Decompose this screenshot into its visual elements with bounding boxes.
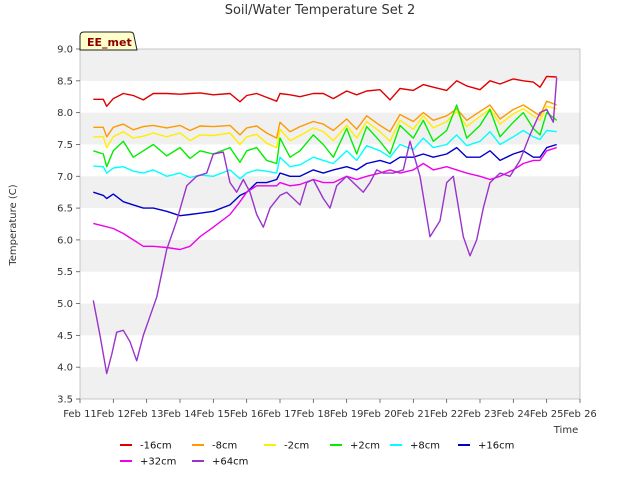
x-tick-label: Feb 11 — [63, 409, 97, 420]
y-tick-label: 3.5 — [57, 395, 73, 406]
x-axis-label: Time — [553, 425, 578, 436]
legend-item: -2cm — [264, 441, 309, 452]
y-tick-label: 6.0 — [57, 235, 73, 246]
legend-item: +2cm — [330, 441, 380, 452]
grid-band — [80, 49, 580, 81]
series-line-2cm — [93, 105, 557, 149]
chart-title: Soil/Water Temperature Set 2 — [225, 3, 416, 18]
legend-label: +16cm — [478, 441, 514, 452]
y-tick-label: 4.5 — [57, 331, 73, 342]
y-tick-label: 7.0 — [57, 172, 73, 183]
series-lines — [92, 75, 558, 375]
series-line-16cm — [93, 143, 557, 217]
grid-band — [80, 367, 580, 399]
y-tick-label: 9.0 — [57, 45, 73, 56]
legend: -16cm -8cm -2cm +2cm +8cm +16cm +32cm +64cm — [120, 441, 514, 468]
x-tick-label: Feb 26 — [563, 409, 597, 420]
x-tick-label: Feb 14 — [163, 409, 197, 420]
legend-label: -2cm — [284, 441, 309, 452]
y-tick-label: 7.5 — [57, 140, 73, 151]
legend-label: +64cm — [212, 457, 248, 468]
series-line-16cm — [93, 75, 557, 108]
y-tick-label: 8.5 — [57, 76, 73, 87]
legend-label: -8cm — [212, 441, 237, 452]
y-tick-label: 6.5 — [57, 204, 73, 215]
y-axis-ticks: 3.5 4.0 4.5 5.0 5.5 6.0 6.5 7.0 7.5 8.0 8.5 9.0 — [57, 45, 80, 406]
plot-frame — [79, 48, 581, 400]
x-tick-label: Feb 23 — [463, 409, 497, 420]
legend-item: +32cm — [120, 457, 176, 468]
legend-item: +16cm — [458, 441, 514, 452]
grid-band — [80, 176, 580, 209]
x-tick-label: Feb 12 — [97, 409, 131, 420]
x-axis-ticks: Feb 11 Feb 12 Feb 13 Feb 14 Feb 15 Feb 16 Feb … — [63, 399, 597, 420]
legend-item: +64cm — [192, 457, 248, 468]
y-tick-label: 8.0 — [57, 108, 73, 119]
y-tick-label: 4.0 — [57, 363, 73, 374]
x-tick-label: Feb 21 — [397, 409, 431, 420]
legend-item: -8cm — [192, 441, 237, 452]
x-tick-label: Feb 13 — [130, 409, 164, 420]
legend-item: -16cm — [120, 441, 172, 452]
legend-item: +8cm — [390, 441, 440, 452]
x-tick-label: Feb 18 — [297, 409, 331, 420]
station-badge: EE_met — [79, 31, 138, 51]
y-axis-label: Temperature (C) — [8, 184, 19, 266]
grid-bands — [80, 49, 580, 399]
legend-label: -16cm — [140, 441, 172, 452]
series-line-8cm — [93, 129, 557, 180]
legend-label: +32cm — [140, 457, 176, 468]
x-tick-label: Feb 16 — [230, 409, 264, 420]
badge-label: EE_met — [87, 36, 132, 49]
x-tick-label: Feb 19 — [330, 409, 364, 420]
series-line-2cm — [93, 104, 558, 168]
x-tick-label: Feb 17 — [263, 409, 297, 420]
series-line-32cm — [93, 146, 557, 251]
y-tick-label: 5.5 — [57, 267, 73, 278]
x-tick-label: Feb 22 — [430, 409, 464, 420]
grid-band — [80, 239, 580, 272]
x-tick-label: Feb 24 — [497, 409, 531, 420]
x-tick-label: Feb 20 — [363, 409, 397, 420]
x-tick-label: Feb 15 — [197, 409, 231, 420]
grid-band — [80, 303, 580, 336]
badge-shape — [79, 31, 138, 51]
y-tick-label: 5.0 — [57, 299, 73, 310]
legend-label: +2cm — [350, 441, 380, 452]
series-line-8cm — [93, 100, 557, 139]
legend-label: +8cm — [410, 441, 440, 452]
x-tick-label: Feb 25 — [530, 409, 564, 420]
series-line-64cm — [92, 77, 558, 375]
